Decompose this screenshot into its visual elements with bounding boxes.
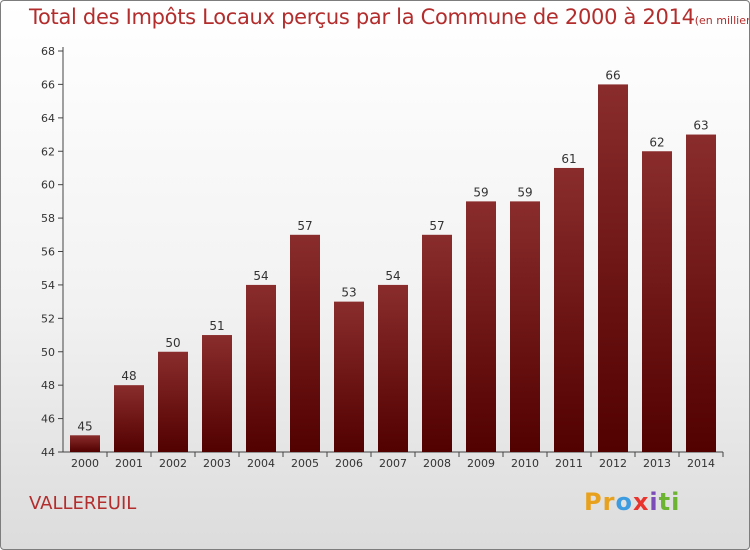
- data-label: 51: [209, 319, 224, 333]
- y-tick-label: 46: [41, 413, 55, 426]
- bar: [642, 151, 672, 452]
- y-tick-label: 52: [41, 312, 55, 325]
- chart-title: Total des Impôts Locaux perçus par la Co…: [29, 5, 749, 29]
- y-tick-label: 66: [41, 78, 55, 91]
- axes: 44 46 48 50 52 54 56 58 60 62 64 66 68 2000 2001 2002 20…: [41, 45, 724, 470]
- x-tick-label: 2013: [643, 457, 671, 470]
- data-label: 61: [561, 152, 576, 166]
- bar: [466, 201, 496, 452]
- data-label: 54: [253, 269, 268, 283]
- x-tick-label: 2005: [291, 457, 319, 470]
- y-tick-label: 44: [41, 446, 55, 459]
- x-tick-label: 2000: [71, 457, 99, 470]
- x-tick-label: 2004: [247, 457, 275, 470]
- logo-part-3: x: [632, 488, 650, 516]
- x-tick-label: 2010: [511, 457, 539, 470]
- x-tick-label: 2002: [159, 457, 187, 470]
- proxiti-logo: Proxiti: [584, 488, 680, 516]
- data-label: 54: [385, 269, 400, 283]
- y-tick-label: 56: [41, 246, 55, 259]
- x-tick-label: 2006: [335, 457, 363, 470]
- x-tick-label: 2012: [599, 457, 627, 470]
- y-tick-label: 54: [41, 279, 55, 292]
- data-label: 62: [649, 135, 664, 149]
- data-label: 45: [77, 419, 92, 433]
- data-label: 57: [429, 219, 444, 233]
- bar: [70, 435, 100, 452]
- commune-name: VALLEREUIL: [29, 493, 137, 514]
- bar: [290, 234, 320, 452]
- bar: [510, 201, 540, 452]
- logo-part-5: ti: [658, 488, 681, 516]
- bar: [246, 284, 276, 452]
- y-tick-label: 62: [41, 145, 55, 158]
- logo-part-4: i: [649, 488, 659, 516]
- logo-part-1: Pr: [584, 488, 616, 516]
- bar: [114, 385, 144, 452]
- data-label: 53: [341, 286, 356, 300]
- y-tick-label: 58: [41, 212, 55, 225]
- bar: [334, 301, 364, 452]
- bar: [378, 284, 408, 452]
- data-label: 66: [605, 68, 620, 82]
- y-tick-label: 60: [41, 179, 55, 192]
- y-tick-label: 68: [41, 45, 55, 58]
- y-tick-label: 48: [41, 379, 55, 392]
- bar: [554, 167, 584, 453]
- bar: [422, 234, 452, 452]
- x-tick-label: 2009: [467, 457, 495, 470]
- data-label: 63: [693, 119, 708, 133]
- data-label: 50: [165, 336, 180, 350]
- data-label: 59: [517, 185, 532, 199]
- x-tick-label: 2008: [423, 457, 451, 470]
- bars: 45 48 50 51 54 57 53 54 57 59 59 61 66 62 63: [70, 68, 716, 453]
- chart-unit: (en milliers d'€): [694, 14, 749, 27]
- bar: [686, 134, 716, 452]
- data-label: 48: [121, 369, 136, 383]
- x-tick-label: 2014: [687, 457, 715, 470]
- bar: [158, 351, 188, 452]
- data-label: 59: [473, 185, 488, 199]
- x-tick-label: 2011: [555, 457, 583, 470]
- chart-title-text: Total des Impôts Locaux perçus par la Co…: [29, 5, 695, 29]
- x-tick-label: 2007: [379, 457, 407, 470]
- data-label: 57: [297, 219, 312, 233]
- logo-part-2: o: [615, 488, 633, 516]
- bar: [598, 84, 628, 453]
- y-tick-label: 64: [41, 112, 55, 125]
- bar: [202, 335, 232, 452]
- y-tick-label: 50: [41, 346, 55, 359]
- x-tick-label: 2001: [115, 457, 143, 470]
- x-tick-label: 2003: [203, 457, 231, 470]
